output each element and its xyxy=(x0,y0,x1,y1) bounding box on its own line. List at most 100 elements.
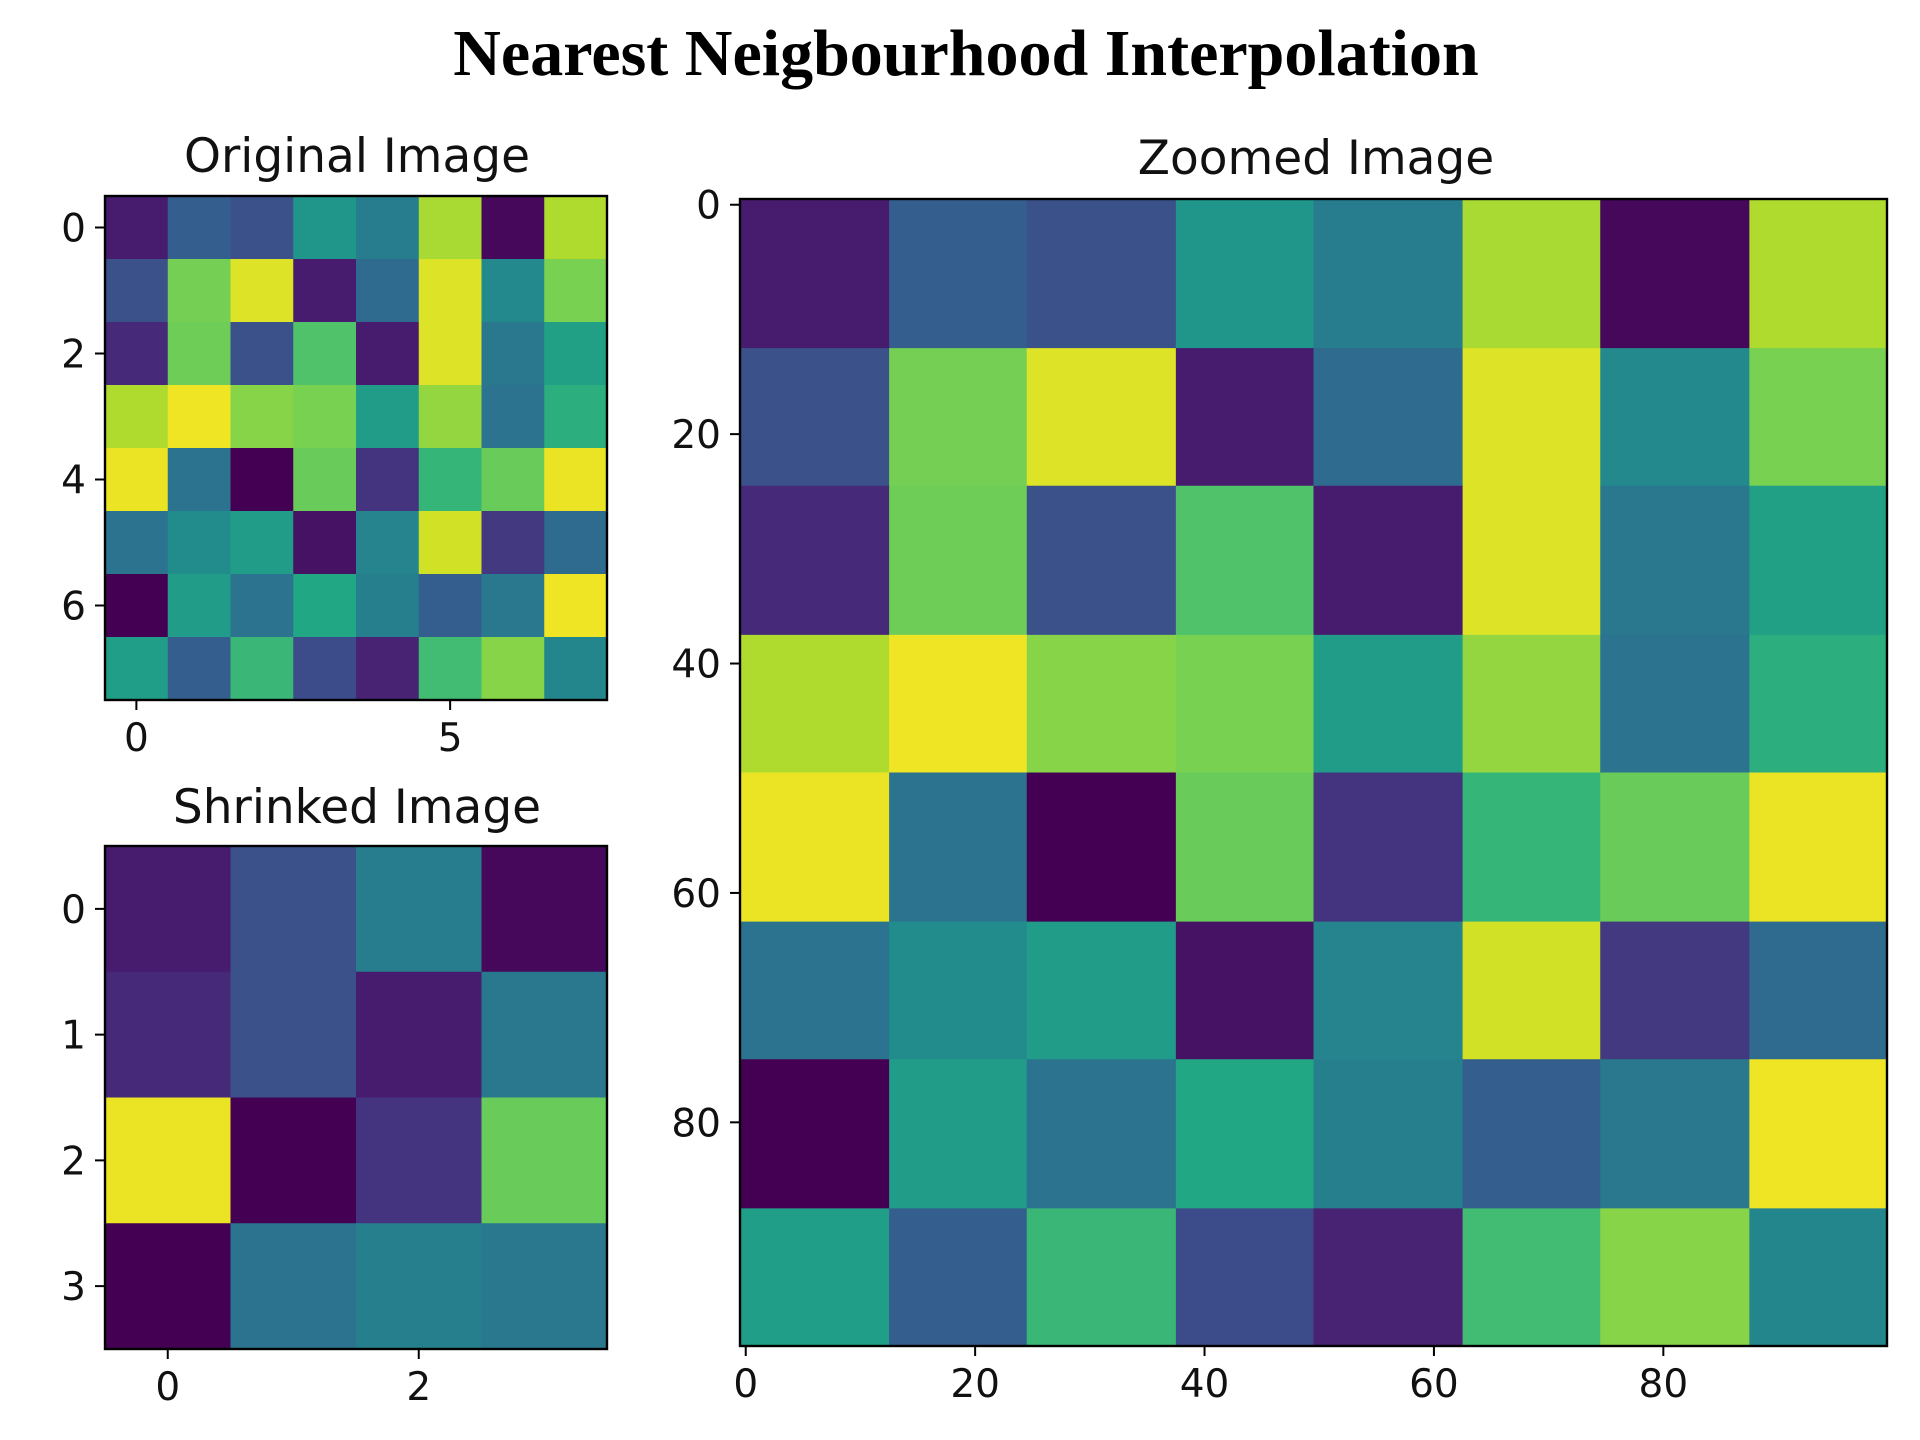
original-cell-r5-c0 xyxy=(105,511,169,575)
shrinked-cell-r1-c1 xyxy=(230,971,357,1099)
original-cell-r2-c4 xyxy=(356,322,420,386)
zoomed-cell-r0-c2 xyxy=(1026,199,1177,349)
shrinked-cell-r2-c0 xyxy=(105,1097,232,1224)
zoomed-xtick-label: 60 xyxy=(1409,1362,1459,1407)
zoomed-cell-r1-c3 xyxy=(1175,348,1315,487)
original-cell-r1-c1 xyxy=(167,259,232,323)
original-cell-r0-c0 xyxy=(105,196,169,260)
original-cell-r7-c2 xyxy=(230,637,294,701)
original-cell-r4-c7 xyxy=(544,448,608,512)
shrinked-cell-r3-c3 xyxy=(481,1223,608,1350)
shrinked-xtick-label: 2 xyxy=(406,1365,431,1410)
zoomed-cell-r0-c7 xyxy=(1749,199,1888,349)
zoomed-cell-r1-c6 xyxy=(1600,348,1750,487)
zoomed-cell-r3-c5 xyxy=(1462,634,1601,774)
zoomed-cell-r3-c1 xyxy=(889,634,1028,774)
shrinked-cell-r0-c2 xyxy=(356,846,483,973)
zoomed-cell-r3-c4 xyxy=(1313,634,1464,774)
figure-title: Nearest Neigbourhood Interpolation xyxy=(453,17,1478,90)
zoomed-cell-r4-c7 xyxy=(1749,772,1888,923)
shrinked-cell-r0-c3 xyxy=(481,846,608,973)
zoomed-cell-r4-c2 xyxy=(1026,772,1177,923)
zoomed-cell-r6-c4 xyxy=(1313,1059,1464,1209)
shrinked-image-heatmap: 0 2 0 1 2 3 xyxy=(61,844,609,1410)
shrinked-cell-r3-c0 xyxy=(105,1223,232,1350)
original-image-heatmap: 0 5 0 2 4 6 xyxy=(61,194,609,761)
original-cell-r5-c4 xyxy=(356,511,420,575)
zoomed-cell-r7-c7 xyxy=(1749,1208,1888,1347)
zoomed-cell-r5-c3 xyxy=(1175,921,1315,1060)
zoomed-cell-r2-c1 xyxy=(889,485,1028,636)
zoomed-cell-r3-c7 xyxy=(1749,634,1888,774)
original-cell-r3-c2 xyxy=(230,385,294,449)
zoomed-cell-r7-c6 xyxy=(1600,1208,1750,1347)
zoomed-xtick-label: 40 xyxy=(1180,1362,1230,1407)
shrinked-ytick-label: 1 xyxy=(61,1014,86,1059)
zoomed-cell-r2-c3 xyxy=(1175,485,1315,636)
original-cell-r0-c4 xyxy=(356,196,420,260)
original-cell-r3-c1 xyxy=(167,385,232,449)
original-cell-r6-c2 xyxy=(230,574,294,638)
original-cell-r7-c7 xyxy=(544,637,608,701)
zoomed-cell-r0-c1 xyxy=(889,199,1028,349)
zoomed-cell-r0-c6 xyxy=(1600,199,1750,349)
original-cell-r1-c5 xyxy=(418,259,483,323)
zoomed-cell-r5-c5 xyxy=(1462,921,1601,1060)
shrinked-ytick-label: 3 xyxy=(61,1265,86,1310)
shrinked-ytick-label: 2 xyxy=(61,1139,86,1184)
zoomed-cell-r5-c7 xyxy=(1749,921,1888,1060)
original-cell-r6-c1 xyxy=(167,574,232,638)
shrinked-cell-r2-c3 xyxy=(481,1097,608,1224)
original-cell-r0-c6 xyxy=(481,196,545,260)
zoomed-xtick-label: 0 xyxy=(733,1362,758,1407)
zoomed-cell-r3-c2 xyxy=(1026,634,1177,774)
zoomed-axes-frame xyxy=(738,197,1889,1348)
original-cell-r3-c3 xyxy=(293,385,357,449)
shrinked-cell-r0-c1 xyxy=(230,846,357,973)
zoomed-cell-r6-c1 xyxy=(889,1059,1028,1209)
original-cell-r4-c2 xyxy=(230,448,294,512)
shrinked-cell-r2-c2 xyxy=(356,1097,483,1224)
zoomed-ytick-label: 40 xyxy=(671,643,721,688)
original-cell-r6-c6 xyxy=(481,574,545,638)
original-cell-r3-c4 xyxy=(356,385,420,449)
zoomed-cell-r0-c5 xyxy=(1462,199,1601,349)
original-cell-r4-c1 xyxy=(167,448,232,512)
zoomed-cell-r5-c2 xyxy=(1026,921,1177,1060)
original-cell-r7-c3 xyxy=(293,637,357,701)
zoomed-cell-r1-c7 xyxy=(1749,348,1888,487)
original-cell-r0-c1 xyxy=(167,196,232,260)
original-cell-r1-c6 xyxy=(481,259,545,323)
zoomed-ytick-label: 0 xyxy=(696,184,721,229)
original-cell-r3-c6 xyxy=(481,385,545,449)
original-cell-r1-c4 xyxy=(356,259,420,323)
original-cell-r7-c0 xyxy=(105,637,169,701)
zoomed-cell-r3-c0 xyxy=(740,634,890,774)
original-cell-r5-c2 xyxy=(230,511,294,575)
zoomed-cell-r0-c0 xyxy=(740,199,890,349)
original-cell-r4-c5 xyxy=(418,448,483,512)
zoomed-cell-r4-c6 xyxy=(1600,772,1750,923)
original-cell-r2-c2 xyxy=(230,322,294,386)
zoomed-cell-r5-c4 xyxy=(1313,921,1464,1060)
zoomed-cell-r4-c0 xyxy=(740,772,890,923)
zoomed-cell-r2-c7 xyxy=(1749,485,1888,636)
zoomed-cell-r6-c3 xyxy=(1175,1059,1315,1209)
zoomed-cell-r4-c3 xyxy=(1175,772,1315,923)
zoomed-ytick-label: 80 xyxy=(671,1101,721,1146)
zoomed-cell-r6-c5 xyxy=(1462,1059,1601,1209)
zoomed-cell-r1-c4 xyxy=(1313,348,1464,487)
original-cell-r2-c7 xyxy=(544,322,608,386)
zoomed-cell-r1-c0 xyxy=(740,348,890,487)
zoomed-image-heatmap: 0 20 40 60 80 0 20 40 60 80 xyxy=(671,184,1889,1407)
zoomed-cell-r7-c1 xyxy=(889,1208,1028,1347)
original-ytick-label: 6 xyxy=(61,585,86,630)
original-cell-r6-c0 xyxy=(105,574,169,638)
zoomed-cell-r2-c0 xyxy=(740,485,890,636)
original-cell-r1-c7 xyxy=(544,259,608,323)
original-cell-r1-c2 xyxy=(230,259,294,323)
original-cell-r2-c1 xyxy=(167,322,232,386)
zoomed-cell-r5-c1 xyxy=(889,921,1028,1060)
original-cell-r7-c5 xyxy=(418,637,483,701)
zoomed-cell-r4-c5 xyxy=(1462,772,1601,923)
